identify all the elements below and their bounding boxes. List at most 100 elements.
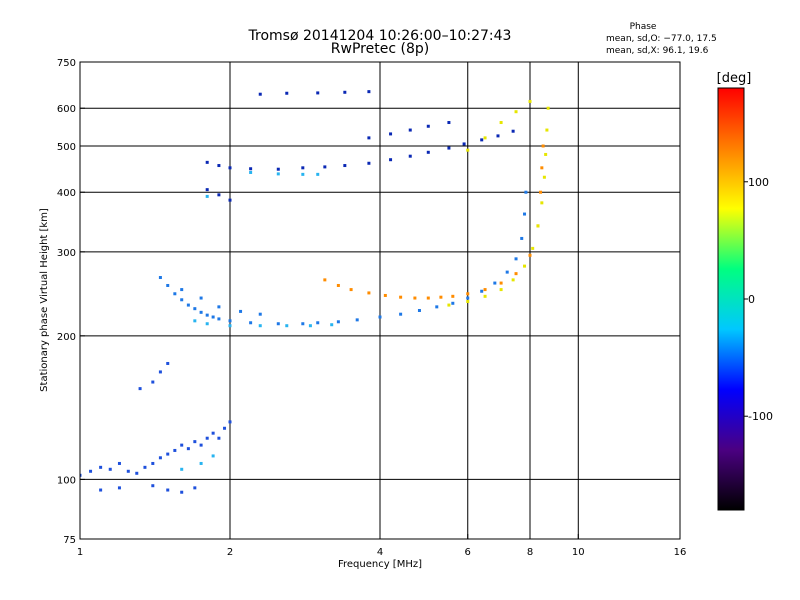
data-point <box>99 488 103 492</box>
data-point <box>408 128 412 132</box>
data-point <box>228 324 232 328</box>
data-point <box>126 469 130 473</box>
data-point <box>205 160 209 164</box>
data-point <box>180 288 184 292</box>
data-point <box>413 296 417 300</box>
data-point <box>249 167 253 171</box>
data-point <box>466 292 470 296</box>
data-point <box>89 469 93 473</box>
data-point <box>496 134 500 138</box>
data-point <box>542 175 546 179</box>
data-point <box>205 322 209 326</box>
data-point <box>301 322 305 326</box>
data-point <box>249 170 253 174</box>
data-point <box>523 212 527 216</box>
data-point <box>258 324 262 328</box>
data-point <box>80 473 82 477</box>
x-axis-label: Frequency [MHz] <box>338 559 422 570</box>
data-point <box>483 288 487 292</box>
data-point <box>301 166 305 170</box>
data-point <box>258 92 262 96</box>
data-point <box>480 138 484 142</box>
data-point <box>524 190 528 194</box>
data-point <box>117 486 121 490</box>
y-tick-label: 500 <box>57 142 76 153</box>
data-point <box>520 236 524 240</box>
data-point <box>544 152 548 156</box>
data-point <box>349 288 353 292</box>
data-point <box>426 150 430 154</box>
data-point <box>511 129 515 133</box>
x-tick-label: 6 <box>465 547 471 558</box>
data-point <box>285 91 289 95</box>
y-tick-label: 200 <box>57 332 76 343</box>
y-tick-label: 750 <box>57 58 76 69</box>
phase-o-stats: mean, sd,O: −77.0, 17.5 <box>606 34 717 44</box>
data-point <box>505 270 509 274</box>
data-point <box>462 142 466 146</box>
y-axis-label: Stationary phase Virtual Height [km] <box>39 208 50 392</box>
data-point <box>330 323 334 327</box>
data-point <box>223 426 227 430</box>
data-point <box>514 272 518 276</box>
data-point <box>239 309 243 313</box>
data-point <box>367 291 371 295</box>
data-point <box>99 465 103 469</box>
data-point <box>447 146 451 150</box>
data-point <box>426 296 430 300</box>
data-point <box>199 296 203 300</box>
grid <box>80 62 680 539</box>
data-point <box>466 148 470 152</box>
colorbar-tick-label: 0 <box>748 293 755 306</box>
data-point <box>426 124 430 128</box>
data-point <box>138 387 142 391</box>
data-point <box>158 370 162 374</box>
data-point <box>383 293 387 297</box>
x-tick-label: 16 <box>674 547 687 558</box>
data-point <box>367 161 371 165</box>
data-point <box>343 164 347 168</box>
data-point <box>173 292 177 296</box>
data-point <box>135 471 139 475</box>
data-point <box>151 461 155 465</box>
data-point <box>511 278 515 282</box>
x-tick-label: 4 <box>377 547 383 558</box>
data-point <box>211 315 215 319</box>
data-point <box>451 301 455 305</box>
colorbar-ticks: 100 0 -100 <box>744 176 773 423</box>
data-point <box>541 144 545 148</box>
data-point <box>514 110 518 114</box>
data-point <box>217 164 221 168</box>
data-point <box>343 90 347 94</box>
data-point <box>205 436 209 440</box>
data-point <box>499 281 503 285</box>
data-point <box>143 465 147 469</box>
y-tick-label: 400 <box>57 188 76 199</box>
data-point <box>439 295 443 299</box>
data-point <box>211 454 215 458</box>
data-point <box>528 99 532 103</box>
data-point <box>499 121 503 125</box>
data-point <box>180 443 184 447</box>
data-point <box>323 278 327 282</box>
data-point <box>316 172 320 176</box>
data-point <box>258 312 262 316</box>
data-point <box>217 436 221 440</box>
data-point <box>151 484 155 488</box>
data-point <box>399 312 403 316</box>
chart-subtitle: RwPretec (8p) <box>331 41 429 57</box>
colorbar-label: [deg] <box>717 71 752 86</box>
data-point <box>316 91 320 95</box>
x-tick-label: 2 <box>227 547 233 558</box>
data-points <box>80 90 550 494</box>
data-point <box>276 167 280 171</box>
data-point <box>378 315 382 319</box>
data-point <box>539 190 543 194</box>
data-point <box>545 128 549 132</box>
data-point <box>483 136 487 140</box>
data-point <box>523 264 527 268</box>
x-tick-label: 10 <box>572 547 585 558</box>
data-point <box>180 467 184 471</box>
phase-x-stats: mean, sd,X: 96.1, 19.6 <box>606 46 709 56</box>
data-point <box>336 283 340 287</box>
